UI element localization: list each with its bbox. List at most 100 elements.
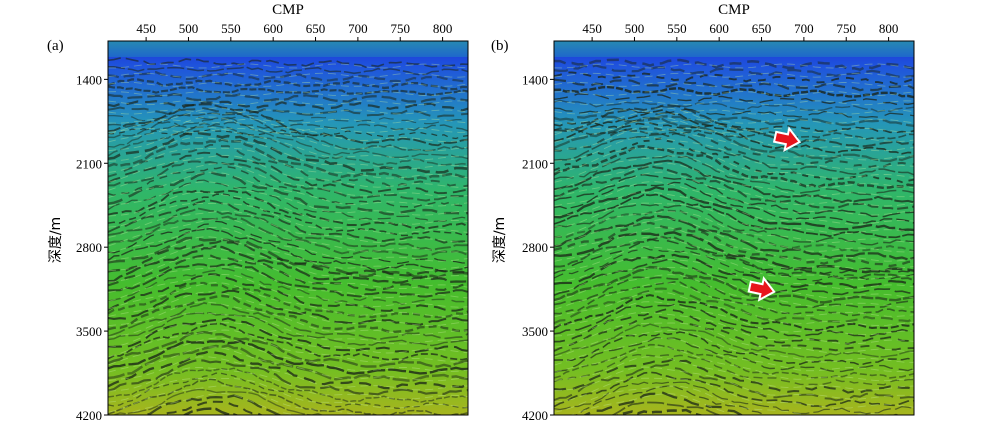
reflector-event <box>108 378 468 415</box>
panel-b-x-ticks: 450 500 550 600 650 700 750 800 <box>582 21 898 41</box>
y-tick-label: 4200 <box>76 408 102 423</box>
reflector-event <box>554 208 914 253</box>
highlight-event <box>554 282 914 317</box>
highlight-event <box>108 356 468 391</box>
highlight-event <box>554 266 914 299</box>
reflector-event <box>554 253 914 289</box>
reflector-event <box>554 99 914 113</box>
panel-b-y-ticks: 1400 2100 2800 3500 4200 <box>522 72 554 423</box>
reflector-event <box>554 294 914 332</box>
y-tick-label: 3500 <box>522 324 548 339</box>
y-tick-label: 4200 <box>522 408 548 423</box>
highlight-event <box>554 91 914 97</box>
highlight-event <box>108 109 468 115</box>
highlight-event <box>108 226 468 262</box>
reflector-event <box>108 236 468 279</box>
reflector-event <box>554 109 914 155</box>
highlight-event <box>108 91 468 97</box>
reflector-event <box>108 317 468 354</box>
highlight-event <box>108 107 468 142</box>
reflector-event <box>108 170 468 216</box>
x-tick-label: 650 <box>752 21 772 36</box>
reflector-event <box>554 154 914 196</box>
highlight-event <box>108 266 468 299</box>
reflector-event <box>108 85 468 97</box>
x-tick-label: 650 <box>306 21 326 36</box>
panel-a-y-axis-title: 深度/m <box>48 217 64 263</box>
panel-a-axis-title: CMP <box>272 2 304 18</box>
highlight-event <box>108 273 468 308</box>
reflector-event <box>108 311 468 347</box>
y-tick-label: 1400 <box>76 72 102 87</box>
reflector-event <box>108 65 468 76</box>
y-tick-label: 2800 <box>522 240 548 255</box>
reflector-event <box>554 127 914 168</box>
panel-b: CMP 450 500 550 600 650 700 750 800 (b) 1400 210… <box>491 2 915 423</box>
reflector-event <box>108 273 468 312</box>
reflector-event <box>108 294 468 334</box>
highlight-event <box>108 72 468 78</box>
highlight-event <box>108 301 468 336</box>
highlight-event <box>108 116 468 152</box>
highlight-event <box>108 181 468 216</box>
highlight-event <box>108 137 468 170</box>
highlight-event <box>108 346 468 382</box>
reflector-event <box>108 78 468 91</box>
reflector-event <box>554 265 914 304</box>
highlight-event <box>108 218 468 253</box>
reflector-event <box>554 331 914 366</box>
reflector-event <box>108 189 468 230</box>
reflector-event <box>108 289 468 326</box>
reflector-event <box>108 322 468 361</box>
reflector-event <box>554 357 914 394</box>
highlight-event <box>122 393 302 415</box>
reflector-event <box>108 99 468 112</box>
reflector-event <box>554 64 914 79</box>
reflector-event <box>554 58 914 72</box>
highlight-event <box>554 116 914 152</box>
highlight-event <box>554 100 914 106</box>
highlight-event <box>554 322 914 354</box>
highlight-event <box>108 282 468 317</box>
reflector-event <box>554 173 914 218</box>
highlight-event <box>554 337 914 373</box>
reflector-event <box>108 302 468 341</box>
reflector-event <box>554 276 914 309</box>
panel-a-x-ticks: 450 500 550 600 650 700 750 800 <box>136 21 452 41</box>
panel-b-axis-title: CMP <box>718 2 750 18</box>
highlight-event <box>554 128 914 133</box>
highlight-event <box>108 385 444 415</box>
reflector-event <box>108 215 468 258</box>
reflector-event <box>554 343 914 379</box>
highlight-event <box>554 385 893 415</box>
highlight-event <box>108 63 468 69</box>
highlight-event <box>554 291 914 327</box>
reflector-event <box>554 181 914 224</box>
panel-b-label: (b) <box>491 38 509 54</box>
reflector-event <box>554 193 914 239</box>
panel-b-seismic-section <box>554 41 914 415</box>
reflector-event <box>108 207 468 252</box>
highlight-event <box>108 337 468 373</box>
highlight-event <box>554 366 914 400</box>
highlight-event <box>554 311 914 345</box>
highlight-event <box>108 322 468 354</box>
highlight-event <box>554 246 914 281</box>
panel-a-frame <box>107 40 469 416</box>
reflector-event <box>108 103 468 147</box>
highlight-event <box>554 274 914 308</box>
reflector-event <box>581 391 744 415</box>
reflector-event <box>554 71 914 85</box>
reflector-event <box>159 400 264 415</box>
highlight-event <box>554 346 914 382</box>
reflector-event <box>554 137 914 184</box>
reflector-event <box>108 340 468 375</box>
x-tick-label: 700 <box>348 21 368 36</box>
reflector-event <box>554 185 914 232</box>
y-tick-label: 2800 <box>76 240 102 255</box>
highlight-event <box>108 312 468 345</box>
reflector-event <box>554 314 914 352</box>
highlight-event <box>554 82 914 87</box>
x-tick-label: 700 <box>794 21 814 36</box>
highlight-event <box>108 147 468 179</box>
